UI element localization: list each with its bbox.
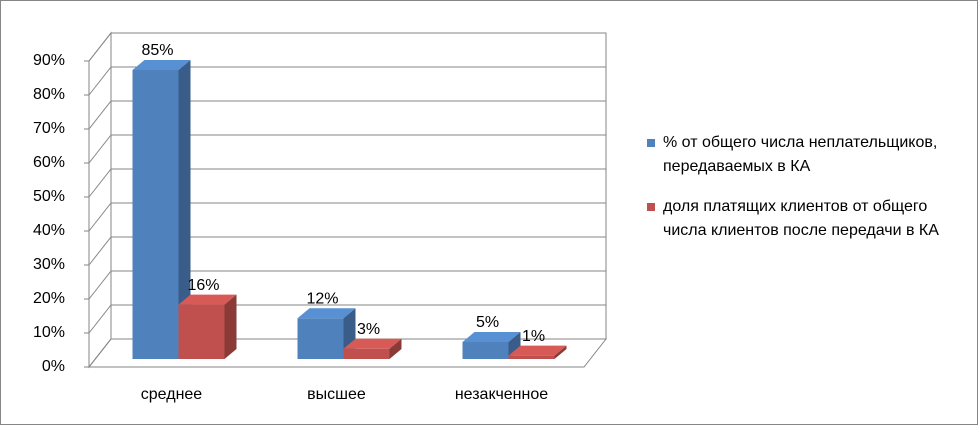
bar — [508, 345, 567, 359]
bar-front — [462, 342, 509, 359]
data-label: 3% — [357, 321, 380, 338]
bar-top — [508, 345, 567, 356]
bar-front — [132, 70, 179, 359]
y-tick-label: 60% — [33, 154, 65, 171]
data-label: 1% — [522, 328, 545, 345]
bar-front — [297, 318, 344, 359]
bar-side — [224, 294, 237, 359]
y-tick-label: 70% — [33, 120, 65, 137]
grid-line — [88, 168, 606, 198]
bar-front — [178, 304, 225, 359]
bar — [462, 332, 521, 359]
legend-label: доля платящих клиентов от общего числа к… — [663, 198, 939, 239]
y-tick-label: 80% — [33, 86, 65, 103]
bar — [343, 338, 402, 359]
bar-side — [389, 338, 402, 359]
y-tick-label: 50% — [33, 188, 65, 205]
x-tick-label: среднее — [141, 386, 203, 403]
grid-line — [88, 66, 606, 96]
y-tick-label: 0% — [42, 358, 65, 375]
bar-front — [508, 355, 555, 359]
grid-line — [88, 32, 606, 62]
bar-top — [297, 308, 356, 319]
bar-side — [508, 332, 521, 359]
grid-line — [88, 304, 606, 334]
bar-front — [343, 348, 390, 359]
side-wall — [88, 31, 112, 369]
legend-item: % от общего числа неплательщиков, переда… — [647, 131, 947, 179]
x-tick-label: высшее — [307, 386, 366, 403]
grid-line — [88, 202, 606, 232]
legend-swatch — [647, 139, 655, 147]
legend: % от общего числа неплательщиков, переда… — [647, 131, 947, 259]
x-tick-label: незакченное — [455, 386, 548, 403]
y-tick-label: 10% — [33, 324, 65, 341]
grid-line — [88, 270, 606, 300]
bar — [178, 294, 237, 359]
y-tick-label: 90% — [33, 52, 65, 69]
data-label: 16% — [187, 277, 219, 294]
bar-side — [554, 345, 567, 359]
bar — [132, 60, 191, 359]
legend-label: % от общего числа неплательщиков, переда… — [663, 134, 938, 175]
grid-line — [88, 134, 606, 164]
bar-top — [132, 60, 191, 70]
data-label: 5% — [476, 314, 499, 331]
grid-line — [88, 338, 606, 368]
data-label: 85% — [141, 42, 173, 59]
bar — [297, 308, 356, 359]
legend-swatch — [647, 203, 655, 211]
bar-top — [178, 294, 237, 305]
y-tick-label: 40% — [33, 222, 65, 239]
y-tick-label: 20% — [33, 290, 65, 307]
data-label: 12% — [306, 290, 338, 307]
legend-item: доля платящих клиентов от общего числа к… — [647, 195, 947, 243]
y-tick-label: 30% — [33, 256, 65, 273]
grid-line — [88, 100, 606, 130]
bar-side — [178, 60, 191, 359]
bar-top — [343, 338, 402, 349]
grid-line — [88, 236, 606, 266]
bar-top — [462, 332, 521, 342]
